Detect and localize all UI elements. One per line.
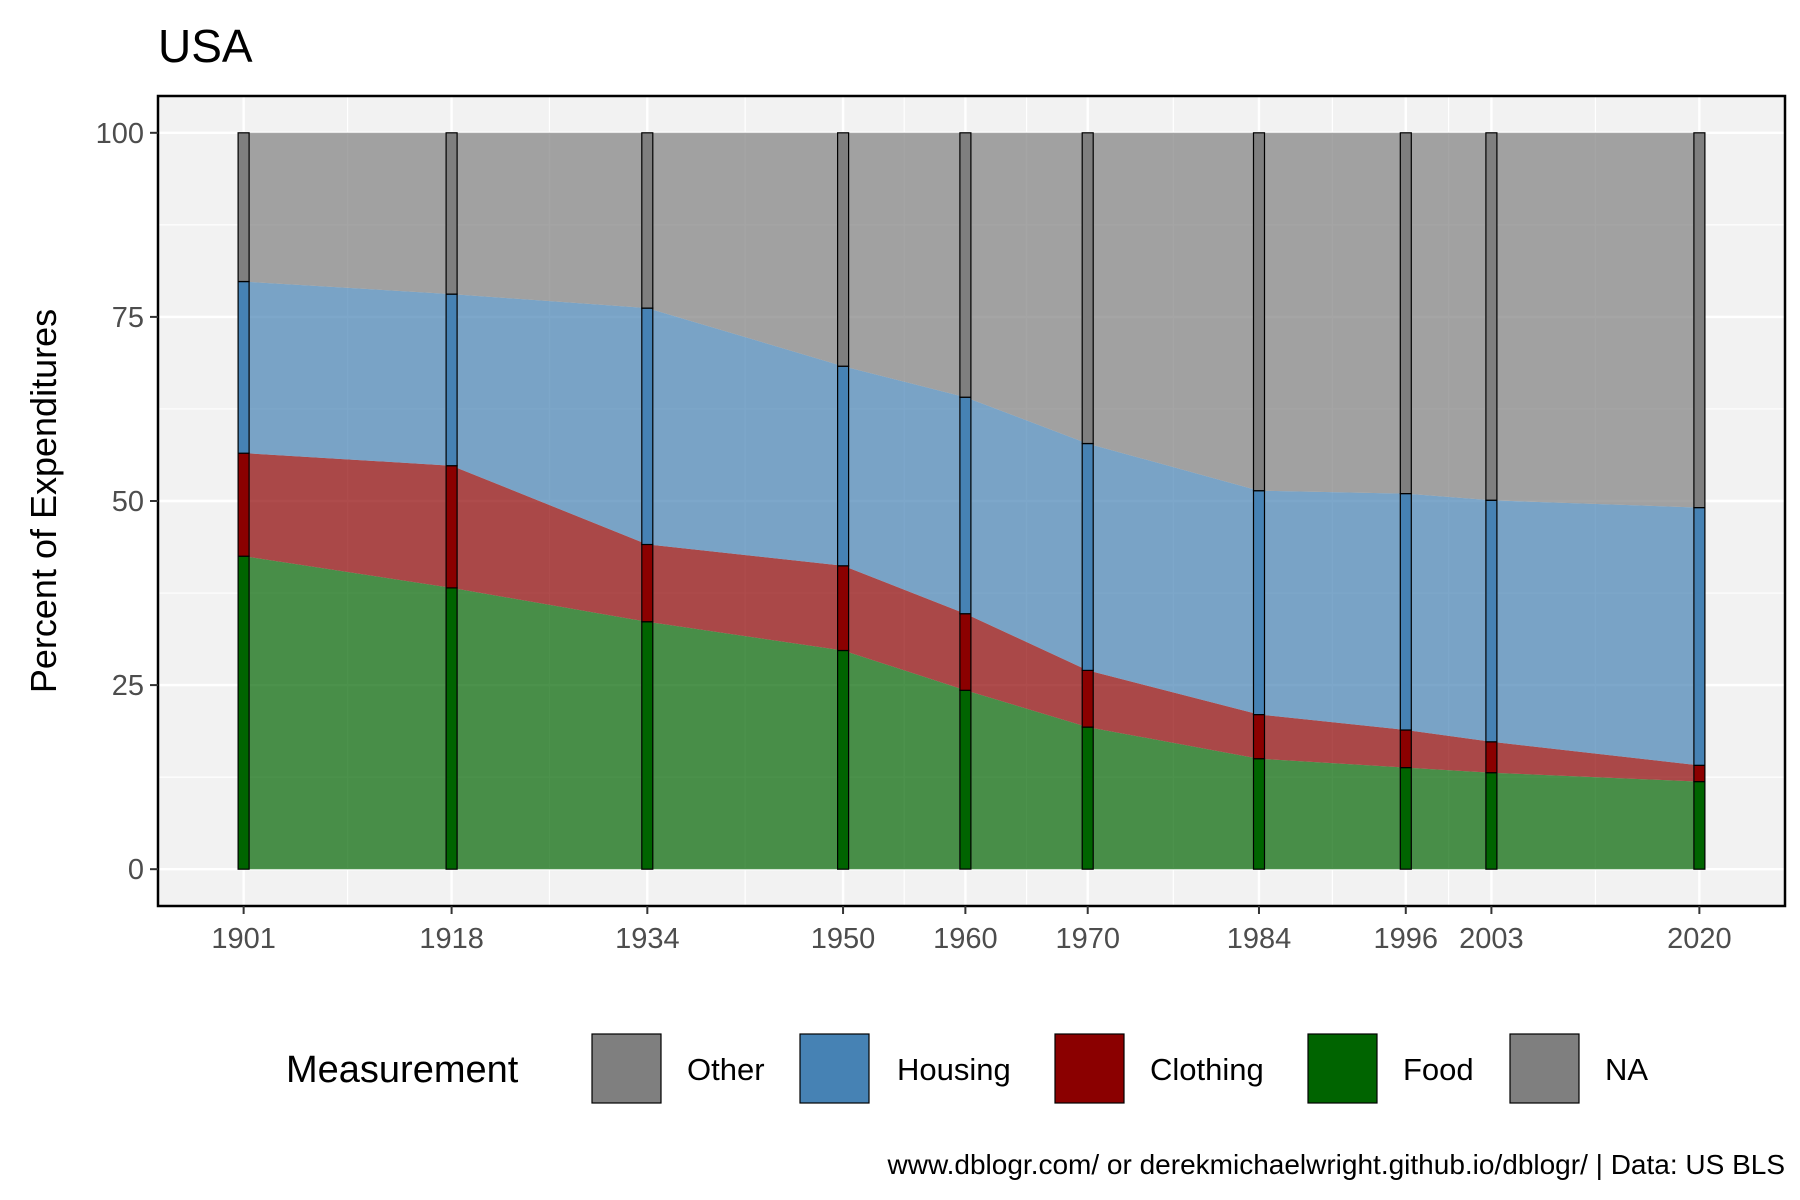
legend-key-food [1307, 1033, 1378, 1104]
x-tick-label: 1996 [1374, 923, 1439, 955]
bar-housing-1970 [1081, 443, 1094, 672]
bar-other-1996 [1399, 132, 1412, 495]
legend-label-na: NA [1605, 1052, 1648, 1087]
stacked-bars [237, 132, 1706, 870]
bar-housing-1984 [1252, 490, 1266, 716]
plot-panel [156, 94, 1787, 908]
legend-key-housing [799, 1033, 870, 1104]
x-axis: 1901 1918 1934 1950 1960 1970 1984 1996 2003 2020 [211, 906, 1732, 955]
bar-housing-2020 [1693, 507, 1706, 766]
bar-housing-1901 [237, 281, 250, 454]
bar-other-1901 [237, 132, 250, 283]
x-tick-label: 1960 [933, 923, 998, 955]
y-tick-label: 25 [112, 670, 144, 702]
bar-food-1984 [1252, 758, 1266, 870]
bar-other-1950 [836, 132, 850, 367]
bar-food-1970 [1081, 726, 1094, 870]
y-axis-title: Percent of Expenditures [23, 309, 64, 693]
bar-food-2020 [1693, 780, 1706, 870]
bar-clothing-1918 [445, 465, 458, 589]
bar-housing-1934 [641, 307, 654, 546]
bar-other-2020 [1693, 132, 1706, 509]
x-tick-label: 1950 [811, 923, 876, 955]
bar-housing-1996 [1399, 493, 1412, 731]
bar-clothing-2020 [1693, 764, 1706, 783]
legend-label-other: Other [687, 1052, 765, 1087]
x-tick-label: 2003 [1459, 923, 1524, 955]
bar-food-1960 [959, 689, 972, 870]
legend-label-clothing: Clothing [1150, 1052, 1264, 1087]
bar-housing-1960 [959, 396, 972, 615]
bar-housing-1918 [445, 293, 458, 467]
bar-other-1984 [1252, 132, 1266, 492]
y-tick-label: 50 [112, 486, 144, 518]
bar-clothing-1970 [1081, 669, 1094, 728]
y-tick-label: 100 [96, 118, 144, 150]
legend-key-na [1509, 1033, 1580, 1104]
legend-key-other [591, 1033, 662, 1104]
y-tick-label: 75 [112, 302, 144, 334]
legend: Measurement Other Housing Clothing Food NA [286, 1033, 1648, 1104]
bar-clothing-1996 [1399, 729, 1412, 769]
legend-label-food: Food [1403, 1052, 1474, 1087]
bar-food-1950 [836, 649, 850, 870]
bar-housing-1950 [836, 365, 850, 567]
bar-food-1901 [237, 555, 250, 870]
x-tick-label: 1918 [419, 923, 484, 955]
bar-other-1918 [445, 132, 458, 295]
bar-clothing-1960 [959, 613, 972, 691]
bar-clothing-1950 [836, 565, 850, 652]
bar-clothing-1901 [237, 452, 250, 557]
bar-food-1996 [1399, 766, 1412, 870]
bar-clothing-2003 [1485, 741, 1498, 774]
bar-food-1934 [641, 621, 654, 870]
y-tick-label: 0 [128, 854, 144, 886]
x-tick-label: 1984 [1227, 923, 1292, 955]
bar-food-2003 [1485, 772, 1498, 870]
bar-other-1934 [641, 132, 654, 309]
x-tick-label: 1934 [615, 923, 680, 955]
bar-housing-2003 [1485, 499, 1498, 743]
bar-food-1918 [445, 587, 458, 870]
x-tick-label: 2020 [1667, 923, 1732, 955]
chart-caption: www.dblogr.com/ or derekmichaelwright.gi… [887, 1149, 1785, 1180]
bar-clothing-1984 [1252, 713, 1266, 760]
y-axis: 0 25 50 75 100 [96, 118, 158, 886]
bar-other-1960 [959, 132, 972, 398]
legend-title: Measurement [286, 1049, 519, 1091]
legend-items: Other Housing Clothing Food NA [591, 1033, 1648, 1104]
legend-label-housing: Housing [897, 1052, 1011, 1087]
bar-clothing-1934 [641, 543, 654, 623]
legend-key-clothing [1054, 1033, 1125, 1104]
x-tick-label: 1901 [211, 923, 276, 955]
x-tick-label: 1970 [1055, 923, 1120, 955]
bar-other-1970 [1081, 132, 1094, 445]
chart-title: USA [158, 20, 253, 72]
bar-other-2003 [1485, 132, 1498, 501]
